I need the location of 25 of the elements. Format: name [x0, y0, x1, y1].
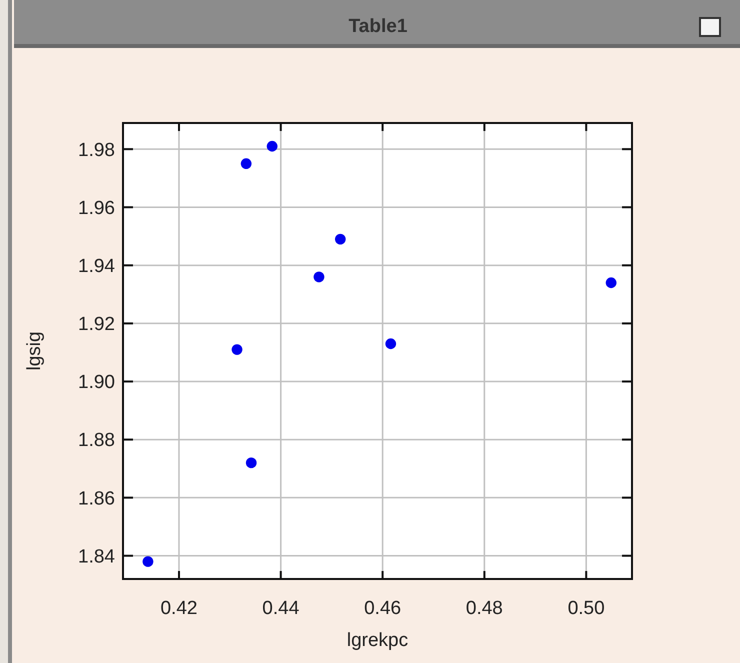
- point: [232, 344, 242, 355]
- x-tick-label: 0.50: [568, 598, 605, 619]
- point: [266, 140, 278, 152]
- y-tick-label: 1.90: [78, 372, 115, 394]
- point: [240, 158, 252, 170]
- x-tick-label: 0.42: [160, 598, 198, 619]
- point: [246, 457, 257, 468]
- y-tick-label: 1.96: [78, 198, 115, 219]
- y-tick-label: 1.88: [78, 430, 115, 452]
- y-tick-label: 1.84: [78, 546, 116, 568]
- point: [314, 272, 324, 282]
- y-tick-label: 1.92: [78, 314, 115, 336]
- x-axis-title: lgrekpc: [346, 630, 408, 651]
- y-tick-label: 1.98: [78, 140, 115, 161]
- y-tick-label: 1.94: [78, 256, 116, 277]
- y-tick-label: 1.86: [78, 488, 115, 510]
- point: [606, 277, 616, 288]
- x-tick-label: 0.48: [466, 598, 503, 619]
- point: [142, 556, 154, 567]
- point: [334, 234, 346, 245]
- y-axis-title: lgsig: [24, 331, 45, 371]
- chart-title: Table1: [348, 16, 408, 37]
- x-tick-label: 0.46: [364, 598, 402, 619]
- x-tick-label: 0.44: [262, 598, 300, 619]
- point: [385, 338, 396, 350]
